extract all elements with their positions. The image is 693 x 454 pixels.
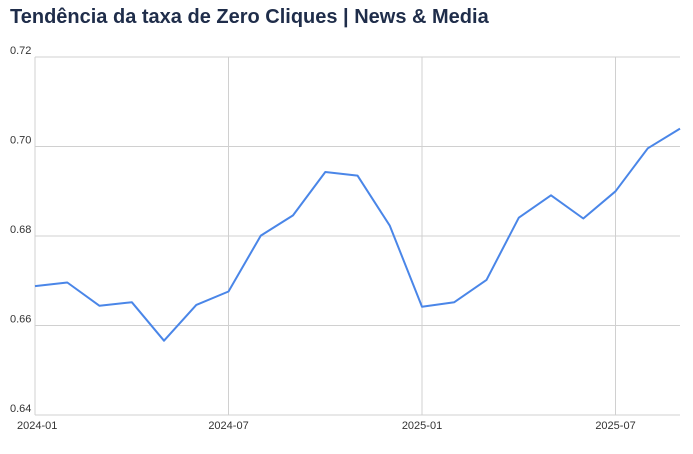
data-point <box>98 304 101 307</box>
data-point <box>679 127 682 130</box>
data-point <box>582 217 585 220</box>
y-tick-label: 0.72 <box>10 45 31 57</box>
data-point <box>163 339 166 342</box>
data-point <box>34 285 37 288</box>
y-tick-label: 0.64 <box>10 403 31 415</box>
data-point <box>227 290 230 293</box>
y-tick-label: 0.66 <box>10 314 31 326</box>
x-tick-label: 2025-01 <box>402 420 442 432</box>
data-point <box>646 147 649 150</box>
data-point <box>550 194 553 197</box>
data-point <box>421 305 424 308</box>
data-point <box>324 171 327 174</box>
series-layer <box>34 127 682 342</box>
x-tick-label: 2024-01 <box>17 420 57 432</box>
data-point <box>66 281 69 284</box>
data-point <box>259 234 262 237</box>
data-point <box>453 301 456 304</box>
series-line <box>34 127 681 342</box>
data-point <box>195 303 198 306</box>
axis-layer: 0.64 0.66 0.68 0.70 0.72 2024-01 2024-07 2025-0… <box>10 45 636 432</box>
chart-title: Tendência da taxa de Zero Cliques | News… <box>10 6 489 28</box>
grid-layer <box>34 56 680 416</box>
x-tick-label: 2025-07 <box>595 420 635 432</box>
data-point <box>485 278 488 281</box>
data-point <box>517 216 520 219</box>
y-tick-label: 0.70 <box>10 135 31 147</box>
data-point <box>388 224 391 227</box>
data-point <box>614 190 617 193</box>
data-point <box>130 301 133 304</box>
x-tick-label: 2024-07 <box>208 420 248 432</box>
data-point <box>356 174 359 177</box>
data-point <box>292 214 295 217</box>
y-tick-label: 0.68 <box>10 224 31 236</box>
